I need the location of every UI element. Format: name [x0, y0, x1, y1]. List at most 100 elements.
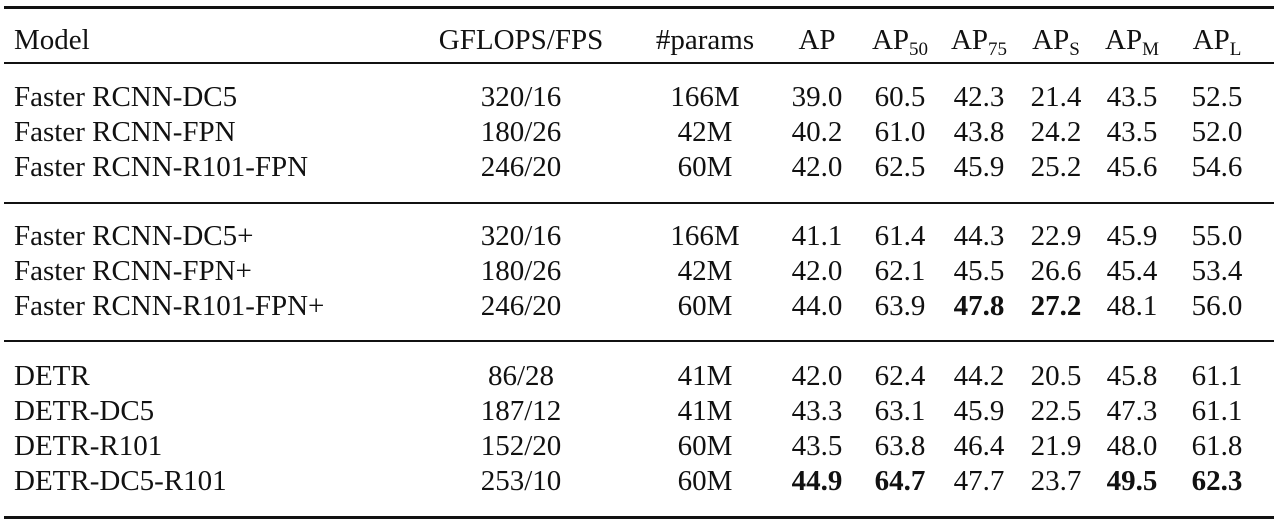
table-cell: 246/20 [480, 290, 562, 322]
table-cell: 60M [677, 465, 733, 497]
table-cell: 42M [677, 116, 733, 148]
table-cell: 60M [677, 430, 733, 462]
table-cell: 44.3 [953, 220, 1005, 252]
table-cell: 60M [677, 290, 733, 322]
table-cell: 44.9 [791, 465, 843, 497]
model-name: DETR-DC5 [14, 395, 155, 427]
model-name: Faster RCNN-FPN+ [14, 255, 252, 287]
table-cell: 21.9 [1030, 430, 1082, 462]
table-cell: 48.0 [1106, 430, 1158, 462]
table-cell: 42.3 [953, 81, 1005, 113]
table-cell: 320/16 [480, 220, 562, 252]
header-cell: GFLOPS/FPS [439, 23, 603, 57]
table-cell: 152/20 [480, 430, 562, 462]
table-cell: 61.1 [1191, 395, 1243, 427]
model-name: Faster RCNN-DC5+ [14, 220, 254, 252]
table-cell: 25.2 [1030, 151, 1082, 183]
bottom-rule [4, 516, 1274, 519]
group-rule [4, 340, 1274, 342]
table-cell: 45.4 [1106, 255, 1158, 287]
table-cell: 53.4 [1191, 255, 1243, 287]
table-cell: 41.1 [791, 220, 843, 252]
header-cell: APL [1192, 23, 1242, 60]
table-cell: 42.0 [791, 360, 843, 392]
header-cell: AP75 [951, 23, 1008, 60]
table-cell: 22.9 [1030, 220, 1082, 252]
header-text: AP [871, 24, 910, 56]
header-text: GFLOPS/FPS [438, 24, 604, 56]
table-cell: 86/28 [487, 360, 555, 392]
table-cell: 253/10 [480, 465, 562, 497]
table-cell: 43.8 [953, 116, 1005, 148]
table-cell: 166M [670, 220, 740, 252]
header-subscript: M [1142, 39, 1159, 60]
header-subscript: L [1229, 39, 1242, 60]
table-cell: 42M [677, 255, 733, 287]
table-cell: 48.1 [1106, 290, 1158, 322]
table-cell: 52.5 [1191, 81, 1243, 113]
header-text: AP [798, 24, 836, 56]
table-cell: 187/12 [480, 395, 562, 427]
table-cell: 61.0 [874, 116, 926, 148]
table-cell: 180/26 [480, 255, 562, 287]
table-cell: 39.0 [791, 81, 843, 113]
table-cell: 43.5 [791, 430, 843, 462]
header-text: #params [655, 24, 755, 56]
table-cell: 62.4 [874, 360, 926, 392]
table-cell: 22.5 [1030, 395, 1082, 427]
table-cell: 45.9 [953, 151, 1005, 183]
header-text: Model [14, 24, 90, 56]
table-cell: 21.4 [1030, 81, 1082, 113]
model-name: DETR-R101 [14, 430, 163, 462]
table-cell: 52.0 [1191, 116, 1243, 148]
top-rule [4, 6, 1274, 9]
header-cell: Model [14, 23, 90, 57]
header-cell: #params [656, 23, 754, 57]
header-text: AP [1192, 24, 1230, 56]
table-cell: 63.9 [874, 290, 926, 322]
model-name: Faster RCNN-FPN [14, 116, 236, 148]
table-cell: 62.1 [874, 255, 926, 287]
table-cell: 47.3 [1106, 395, 1158, 427]
table-cell: 27.2 [1030, 290, 1082, 322]
table-cell: 61.8 [1191, 430, 1243, 462]
table-cell: 61.1 [1191, 360, 1243, 392]
table-cell: 60.5 [874, 81, 926, 113]
header-rule [4, 62, 1274, 64]
table-cell: 62.3 [1191, 465, 1243, 497]
table-cell: 47.7 [953, 465, 1005, 497]
table-cell: 44.0 [791, 290, 843, 322]
header-subscript: 75 [988, 39, 1008, 60]
table-cell: 45.9 [1106, 220, 1158, 252]
table-cell: 47.8 [953, 290, 1005, 322]
table-cell: 43.5 [1106, 81, 1158, 113]
table-cell: 42.0 [791, 151, 843, 183]
model-name: DETR-DC5-R101 [14, 465, 227, 497]
table-cell: 45.9 [953, 395, 1005, 427]
group-rule [4, 202, 1274, 204]
table-cell: 44.2 [953, 360, 1005, 392]
table-cell: 166M [670, 81, 740, 113]
table-cell: 180/26 [480, 116, 562, 148]
header-cell: APS [1032, 23, 1080, 60]
table-cell: 45.6 [1106, 151, 1158, 183]
table-cell: 56.0 [1191, 290, 1243, 322]
table-cell: 60M [677, 151, 733, 183]
table-cell: 43.3 [791, 395, 843, 427]
header-cell: AP [798, 23, 835, 57]
header-text: AP [1105, 24, 1143, 56]
table-cell: 45.5 [953, 255, 1005, 287]
header-subscript: 50 [909, 39, 929, 60]
table-cell: 55.0 [1191, 220, 1243, 252]
table-cell: 320/16 [480, 81, 562, 113]
header-cell: AP50 [871, 23, 929, 60]
header-cell: APM [1105, 23, 1159, 60]
table-cell: 246/20 [480, 151, 562, 183]
table-cell: 64.7 [874, 465, 926, 497]
header-subscript: S [1069, 39, 1080, 60]
table-cell: 46.4 [953, 430, 1005, 462]
table-cell: 54.6 [1191, 151, 1243, 183]
table-cell: 24.2 [1030, 116, 1082, 148]
header-text: AP [1032, 24, 1070, 56]
